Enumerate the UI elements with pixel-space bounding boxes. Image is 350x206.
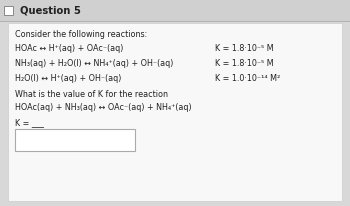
Text: K = 1.8·10⁻⁵ M: K = 1.8·10⁻⁵ M xyxy=(215,44,274,53)
Text: HOAc ↔ H⁺(aq) + OAc⁻(aq): HOAc ↔ H⁺(aq) + OAc⁻(aq) xyxy=(15,44,123,53)
FancyBboxPatch shape xyxy=(4,6,13,15)
Text: NH₃(aq) + H₂O(l) ↔ NH₄⁺(aq) + OH⁻(aq): NH₃(aq) + H₂O(l) ↔ NH₄⁺(aq) + OH⁻(aq) xyxy=(15,59,173,68)
Text: What is the value of K for the reaction: What is the value of K for the reaction xyxy=(15,90,168,99)
Text: H₂O(l) ↔ H⁺(aq) + OH⁻(aq): H₂O(l) ↔ H⁺(aq) + OH⁻(aq) xyxy=(15,74,121,83)
FancyBboxPatch shape xyxy=(8,23,342,201)
Text: K = 1.0·10⁻¹⁴ M²: K = 1.0·10⁻¹⁴ M² xyxy=(215,74,280,83)
FancyBboxPatch shape xyxy=(0,0,350,21)
FancyBboxPatch shape xyxy=(15,129,135,151)
Text: Consider the following reactions:: Consider the following reactions: xyxy=(15,30,147,39)
Text: HOAc(aq) + NH₃(aq) ↔ OAc⁻(aq) + NH₄⁺(aq): HOAc(aq) + NH₃(aq) ↔ OAc⁻(aq) + NH₄⁺(aq) xyxy=(15,103,192,112)
Text: Question 5: Question 5 xyxy=(20,5,81,15)
Text: K = 1.8·10⁻⁵ M: K = 1.8·10⁻⁵ M xyxy=(215,59,274,68)
Text: K = ___: K = ___ xyxy=(15,118,44,127)
